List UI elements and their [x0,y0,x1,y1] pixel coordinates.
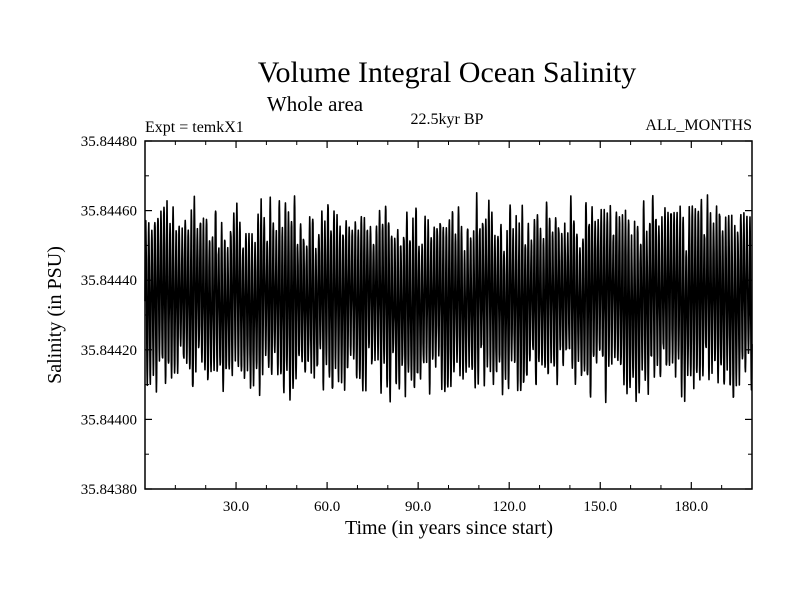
x-tick-label: 120.0 [492,499,526,515]
months-label: ALL_MONTHS [645,117,752,134]
salinity-series-line [144,191,753,404]
x-tick-label: 30.0 [223,499,249,515]
y-tick-label: 35.84480 [81,134,137,150]
y-tick-label: 35.84460 [81,204,137,220]
x-tick-label: 60.0 [314,499,340,515]
y-tick-label: 35.84380 [81,482,137,498]
period-label: 22.5kyr BP [411,111,484,128]
x-axis-label: Time (in years since start) [345,517,553,539]
y-axis-ticks: 35.84380 35.84400 35.84420 35.84440 35.84460… [81,134,752,498]
y-tick-label: 35.84400 [81,412,137,428]
x-tick-label: 180.0 [674,499,708,515]
y-tick-label: 35.84420 [81,343,137,359]
chart-title: Volume Integral Ocean Salinity [258,56,637,89]
chart-subtitle: Whole area [267,92,364,116]
experiment-label: Expt = temkX1 [145,119,244,136]
plot-frame [144,140,753,490]
x-axis-ticks: 30.0 60.0 90.0 120.0 150.0 180.0 [174,141,723,515]
series-layer [144,191,753,404]
x-tick-label: 150.0 [583,499,617,515]
x-tick-label: 90.0 [405,499,431,515]
y-tick-label: 35.84440 [81,273,137,289]
y-axis-label: Salinity (in PSU) [44,246,66,384]
